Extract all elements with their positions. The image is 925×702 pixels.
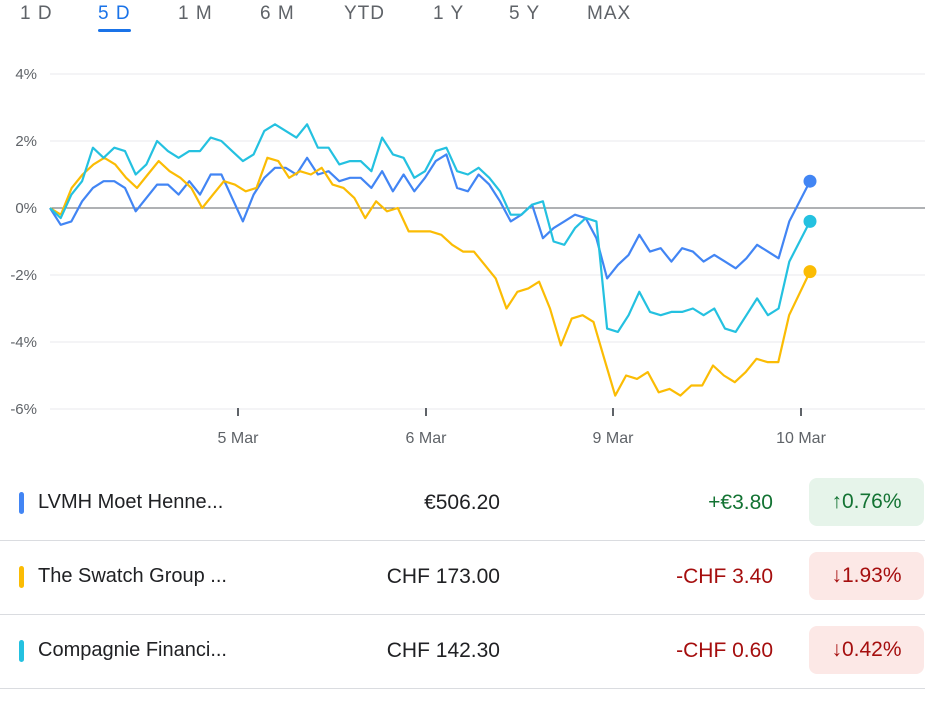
stock-name: LVMH Moet Henne...: [38, 491, 224, 513]
tab-max[interactable]: MAX: [587, 3, 631, 25]
tab-label: 6 M: [260, 3, 295, 24]
x-tick-label: 6 Mar: [406, 430, 448, 447]
y-tick-label: -6%: [10, 401, 37, 418]
comparison-chart[interactable]: 4% 2% 0% -2% -4% -6% 5 Mar 6 Mar 9 Mar 10 Mar: [0, 60, 925, 455]
tab-5y[interactable]: 5 Y: [509, 3, 540, 25]
x-tick-label: 5 Mar: [218, 430, 260, 447]
series-line-swatch: [49, 156, 811, 397]
tab-5d[interactable]: 5 D: [98, 3, 131, 32]
percent-change-badge: ↓1.93%: [809, 552, 924, 600]
stock-name: Compagnie Financi...: [38, 639, 227, 661]
series-line-richemont: [49, 123, 811, 333]
tab-1d[interactable]: 1 D: [20, 3, 53, 25]
y-tick-label: 2%: [15, 133, 37, 150]
tab-label: 1 D: [20, 3, 53, 24]
stock-price: CHF 142.30: [386, 639, 500, 662]
tab-label: 5 Y: [509, 3, 541, 24]
stock-change: +€3.80: [708, 491, 773, 514]
tab-label: 1 M: [178, 3, 213, 24]
tab-1y[interactable]: 1 Y: [433, 3, 464, 25]
stock-row-swatch[interactable]: The Swatch Group ... CHF 173.00 -CHF 3.4…: [0, 541, 925, 615]
series-end-point-richemont: [803, 214, 817, 228]
stock-row-richemont[interactable]: Compagnie Financi... CHF 142.30 -CHF 0.6…: [0, 615, 925, 689]
stock-price: CHF 173.00: [386, 565, 500, 588]
tab-label: YTD: [344, 3, 385, 24]
series-end-point-swatch: [803, 265, 817, 279]
series-color-swatch: [19, 492, 24, 514]
y-tick-label: -2%: [10, 267, 37, 284]
series-line-lvmh: [49, 153, 811, 280]
stock-change: -CHF 3.40: [676, 565, 773, 588]
y-tick-label: 0%: [15, 200, 37, 217]
range-tabs: 1 D 5 D 1 M 6 M YTD 1 Y 5 Y MAX: [0, 0, 925, 36]
tab-6m[interactable]: 6 M: [260, 3, 295, 25]
tab-label: MAX: [587, 3, 632, 24]
stock-change: -CHF 0.60: [676, 639, 773, 662]
percent-change-badge: ↓0.42%: [809, 626, 924, 674]
series-color-swatch: [19, 566, 24, 588]
series-end-point-lvmh: [803, 174, 817, 188]
percent-change-badge: ↑0.76%: [809, 478, 924, 526]
x-tick-label: 9 Mar: [593, 430, 635, 447]
stock-price: €506.20: [424, 491, 500, 514]
stock-row-lvmh[interactable]: LVMH Moet Henne... €506.20 +€3.80 ↑0.76%: [0, 467, 925, 541]
x-tick-label: 10 Mar: [776, 430, 826, 447]
stock-list: LVMH Moet Henne... €506.20 +€3.80 ↑0.76%…: [0, 467, 925, 689]
y-tick-label: -4%: [10, 334, 37, 351]
series-color-swatch: [19, 640, 24, 662]
stock-name: The Swatch Group ...: [38, 565, 227, 587]
tab-label: 5 D: [98, 3, 131, 24]
tab-label: 1 Y: [433, 3, 465, 24]
y-tick-label: 4%: [15, 66, 37, 83]
tab-1m[interactable]: 1 M: [178, 3, 213, 25]
tab-ytd[interactable]: YTD: [344, 3, 385, 25]
active-tab-indicator: [98, 29, 131, 32]
